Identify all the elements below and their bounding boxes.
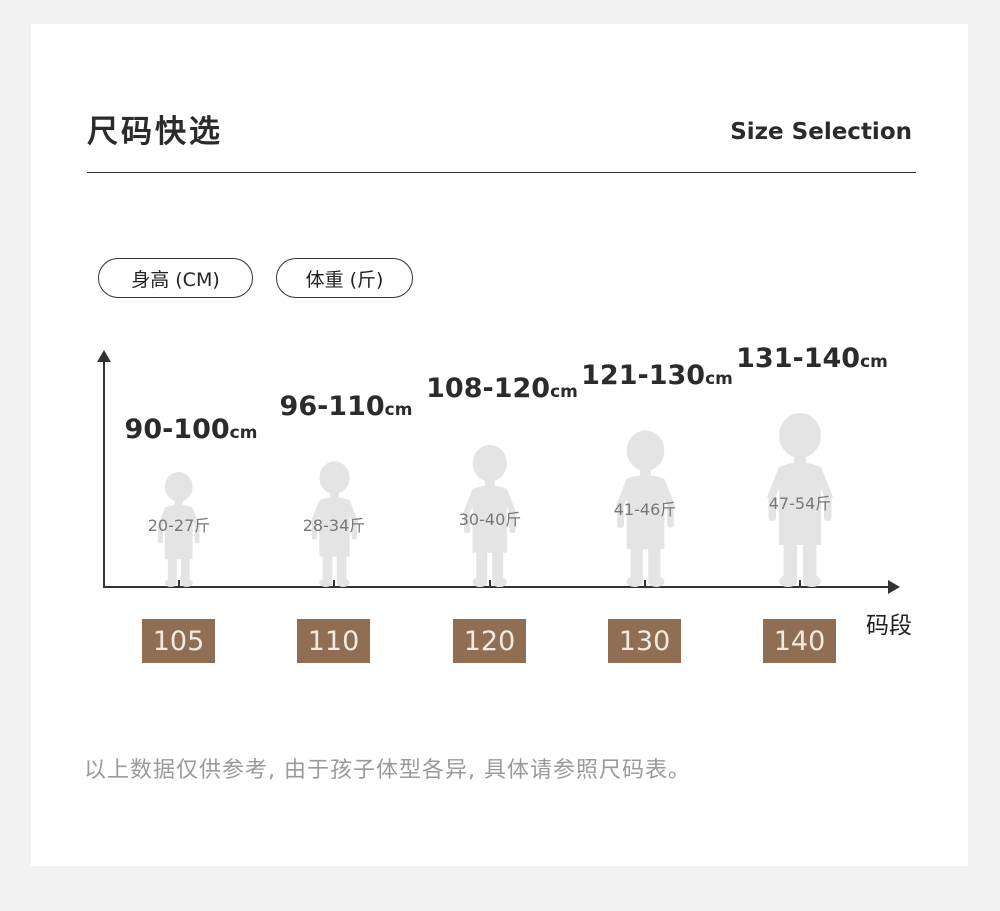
height-range-value: 121-130 xyxy=(581,360,706,391)
height-range-label: 96-110cm xyxy=(280,391,413,422)
x-axis-tick xyxy=(644,580,646,588)
x-axis xyxy=(103,586,890,588)
x-axis-arrow-icon xyxy=(888,580,900,594)
height-range-value: 96-110 xyxy=(279,391,385,422)
size-label-120: 120 xyxy=(453,619,526,663)
height-unit: cm xyxy=(705,369,733,389)
height-range-value: 108-120 xyxy=(426,373,551,404)
weight-range-label: 28-34斤 xyxy=(302,516,366,535)
divider xyxy=(87,172,916,173)
y-axis-arrow-icon xyxy=(97,350,111,362)
size-label-140: 140 xyxy=(763,619,836,663)
child-silhouette-icon xyxy=(615,430,675,587)
height-range-value: 131-140 xyxy=(736,343,861,374)
x-axis-tick xyxy=(333,580,335,588)
disclaimer-note: 以上数据仅供参考, 由于孩子体型各异, 具体请参照尺码表。 xyxy=(84,758,691,783)
x-axis-tick xyxy=(489,580,491,588)
x-axis-tick xyxy=(178,580,180,588)
y-axis xyxy=(103,360,105,588)
weight-legend-pill: 体重 (斤) xyxy=(276,258,413,298)
height-range-label: 90-100cm xyxy=(125,414,258,445)
child-silhouette-icon xyxy=(157,471,201,587)
page-subtitle: Size Selection xyxy=(730,119,912,145)
height-unit: cm xyxy=(860,352,888,372)
height-range-label: 108-120cm xyxy=(426,373,578,404)
height-unit: cm xyxy=(384,400,413,420)
height-range-label: 121-130cm xyxy=(581,360,733,391)
size-label-130: 130 xyxy=(608,619,681,663)
weight-range-label: 30-40斤 xyxy=(458,510,522,529)
height-range-value: 90-100 xyxy=(124,414,230,445)
weight-range-label: 20-27斤 xyxy=(147,516,211,535)
weight-range-label: 47-54斤 xyxy=(768,494,832,513)
page-title: 尺码快选 xyxy=(87,114,223,150)
size-label-105: 105 xyxy=(142,619,215,663)
height-range-label: 131-140cm xyxy=(736,343,888,374)
height-unit: cm xyxy=(550,382,578,402)
child-silhouette-icon xyxy=(767,413,833,587)
child-silhouette-icon xyxy=(463,444,517,587)
height-unit: cm xyxy=(229,423,258,443)
x-axis-label: 码段 xyxy=(866,613,912,639)
x-axis-tick xyxy=(799,580,801,588)
size-label-110: 110 xyxy=(297,619,370,663)
weight-range-label: 41-46斤 xyxy=(613,500,677,519)
child-silhouette-icon xyxy=(310,461,358,587)
height-legend-pill: 身高 (CM) xyxy=(98,258,253,298)
